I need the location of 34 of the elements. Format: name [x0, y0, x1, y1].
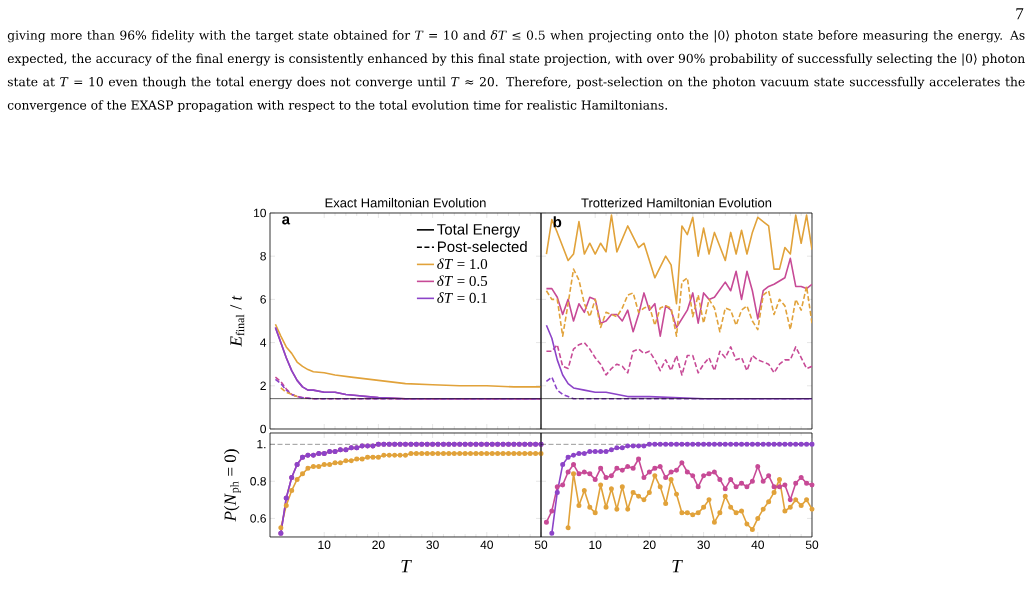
annotation: a	[282, 216, 291, 225]
x-tick-label: 50	[534, 540, 548, 550]
x-tick-label: 30	[697, 540, 710, 550]
y-tick-label: 10	[254, 208, 267, 218]
x-tick-label: 20	[643, 540, 656, 550]
x-tick-label: 10	[318, 540, 331, 550]
x-tick-label: 30	[426, 540, 439, 550]
y-tick-label: 2	[260, 381, 266, 390]
x-axis-title: T	[401, 559, 412, 573]
y-tick-label: 0	[260, 424, 267, 434]
y-axis-title: E$_{final}$ / t	[230, 295, 245, 347]
y-tick-label: 4	[260, 338, 267, 347]
y-tick-label: 6	[260, 295, 266, 304]
legend-label: δT = 0.1	[437, 292, 487, 304]
x-axis-title: T	[672, 559, 683, 573]
y-tick-label: 0.8	[250, 477, 266, 486]
legend-label: δT = 0.5	[437, 275, 488, 287]
x-tick-label: 50	[805, 540, 819, 550]
x-tick-label: 10	[589, 540, 602, 550]
y-tick-label: 8	[260, 251, 266, 261]
x-tick-label: 20	[372, 540, 385, 550]
y-tick-label: 1.	[257, 440, 266, 449]
annotation: Post-selected	[438, 241, 527, 253]
text: giving more than 96% fidelity with the target state obtained for T = 10 and δT ≤ 0.5 when projecting onto the |0⟩ photon state before measuring the energy. As expected, the accuracy of the final energy is consistently enhanced by this final state projection, with over 90% probability of successfully selecting the |0⟩ photon state at T = 10 even though the total energy does not converge until T ≈ 20. Therefore, post-selection on the photon vacuum state successfully accelerates the convergence of the EXASP propagation with respect to the total evolution time for realistic Hamiltonians.	[7, 30, 1025, 113]
annotation: b	[553, 216, 562, 228]
legend-label: δT = 1.0	[437, 258, 488, 270]
x-tick-label: 40	[480, 540, 494, 550]
y-axis-title: P(N$_{ph}$ = 0)	[224, 449, 241, 522]
y-tick-label: 0.6	[250, 514, 266, 523]
x-tick-label: 40	[751, 540, 765, 550]
text: 7	[1016, 8, 1024, 20]
chart-title: Trotterized Hamiltonian Evolution	[581, 197, 772, 208]
annotation: Total Energy	[437, 223, 521, 238]
chart-title: Exact Hamiltonian Evolution	[325, 197, 486, 208]
